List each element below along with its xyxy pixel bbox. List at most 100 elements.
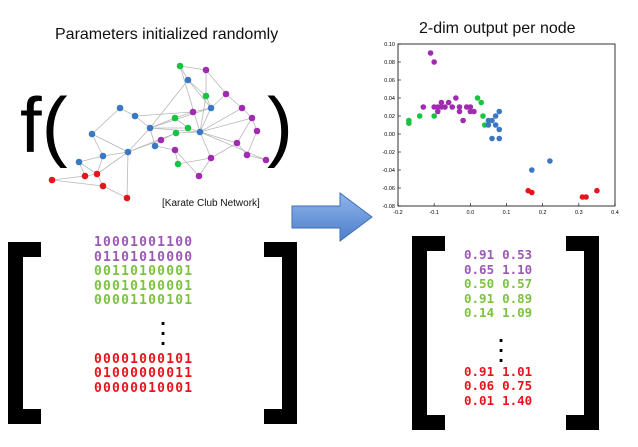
graph-edge	[154, 145, 176, 151]
graph-edge	[102, 151, 129, 157]
embedding-value-2: 0.89	[502, 290, 533, 306]
graph-edge	[78, 161, 98, 175]
scatter-point	[583, 194, 589, 200]
embedding-value-2: 1.01	[502, 363, 533, 379]
scatter-point	[427, 50, 434, 56]
scatter-point	[431, 59, 437, 65]
scatter-point	[496, 108, 503, 115]
embedding-row: 0.06 0.75	[464, 378, 532, 394]
x-tick-label: -0.2	[393, 210, 402, 216]
graph-edge	[236, 117, 253, 144]
embedding-value-1: 0.06	[464, 378, 495, 393]
scatter-points	[406, 50, 600, 200]
graph-edge	[199, 107, 243, 133]
graph-node	[88, 130, 96, 138]
right-matrix-ellipsis: ...	[498, 329, 505, 366]
graph-node	[146, 124, 154, 132]
right-title: 2-dim output per node	[419, 20, 576, 37]
x-tick-label: -0.1	[429, 210, 438, 216]
graph-edge	[179, 65, 207, 71]
graph-node	[116, 104, 124, 112]
graph-node	[99, 152, 107, 160]
graph-edge	[199, 95, 207, 133]
graph-edge	[91, 107, 121, 135]
graph-node	[151, 142, 159, 150]
embedding-row: 0.65 1.10	[464, 262, 532, 278]
scatter-point	[456, 104, 463, 110]
graph-node	[124, 148, 132, 156]
graph-node	[171, 146, 179, 154]
plot-frame	[397, 43, 616, 207]
graph-edge	[91, 133, 104, 157]
graph-node	[184, 76, 192, 84]
graph-node	[176, 62, 184, 70]
graph-edge	[187, 79, 207, 97]
graph-edge	[205, 69, 227, 95]
y-tick-label: -0.08	[382, 204, 395, 210]
adjacency-row: 01101010000	[94, 249, 194, 265]
graph-edge	[199, 107, 212, 133]
scatter-point	[445, 99, 452, 106]
graph-node	[123, 194, 131, 202]
x-tick-label: 0.2	[539, 210, 547, 216]
scatter-point	[547, 158, 553, 164]
graph-edge	[199, 117, 253, 133]
scatter-point	[594, 187, 600, 194]
embedding-value-1: 0.50	[464, 276, 495, 291]
scatter-point	[496, 126, 503, 133]
graph-edge	[187, 79, 212, 109]
scatter-point	[431, 113, 437, 119]
scatter-point	[496, 135, 503, 142]
graph-node	[174, 160, 182, 168]
graph-node	[222, 90, 230, 98]
ellipsis-dot: .	[498, 337, 505, 356]
y-tick-label: 0.06	[384, 78, 395, 84]
x-tick-label: 0.4	[611, 210, 619, 216]
graph-edge	[225, 93, 243, 109]
adjacency-row: 00000010001	[94, 380, 194, 396]
graph-edge	[149, 79, 189, 129]
graph-edge	[199, 131, 212, 159]
scatter-point	[492, 122, 499, 128]
graph-edge	[210, 93, 227, 109]
graph-node	[196, 128, 204, 136]
graph-node	[253, 127, 261, 135]
graph-caption: [Karate Club Network]	[162, 198, 260, 209]
function-close-paren: )	[267, 81, 293, 169]
graph-node	[207, 154, 215, 162]
graph-node	[184, 124, 192, 132]
y-tick-label: -0.06	[382, 186, 395, 192]
left-matrix-open-bracket	[8, 242, 41, 424]
scatter-point	[460, 117, 466, 124]
scatter-point	[489, 117, 495, 124]
embedding-value-2: 1.09	[502, 305, 533, 320]
graph-node	[171, 114, 179, 122]
scatter-point	[416, 113, 423, 119]
embedding-value-1: 0.01	[464, 392, 495, 408]
graph-edge	[149, 117, 176, 129]
ellipsis-dot: .	[498, 347, 505, 366]
x-axis-ticks: -0.2 -0.1 0.0 0.1 0.2 0.3 0.4	[393, 203, 619, 216]
scatter-point	[478, 99, 484, 106]
graph-node	[48, 176, 56, 184]
graph-node	[233, 139, 241, 147]
graph-node	[238, 104, 246, 112]
embedding-row: 0.50 0.57	[464, 276, 533, 292]
adjacency-row: 01000000011	[94, 366, 194, 381]
y-tick-label: 0.10	[384, 42, 395, 48]
embedding-value-2: 1.40	[502, 392, 533, 408]
adjacency-row: 10001001100	[94, 235, 194, 250]
embedding-value-2: 0.57	[502, 276, 533, 291]
embedding-value-1: 0.91	[464, 247, 495, 262]
embedding-row: 0.91 1.01	[464, 363, 533, 380]
graph-node	[248, 114, 256, 122]
graph-node	[157, 136, 165, 144]
graph-edge	[96, 151, 129, 175]
graph-node	[75, 158, 83, 166]
y-tick-label: 0.04	[384, 96, 395, 102]
graph-edge	[198, 157, 212, 177]
scatter-point	[449, 104, 456, 110]
